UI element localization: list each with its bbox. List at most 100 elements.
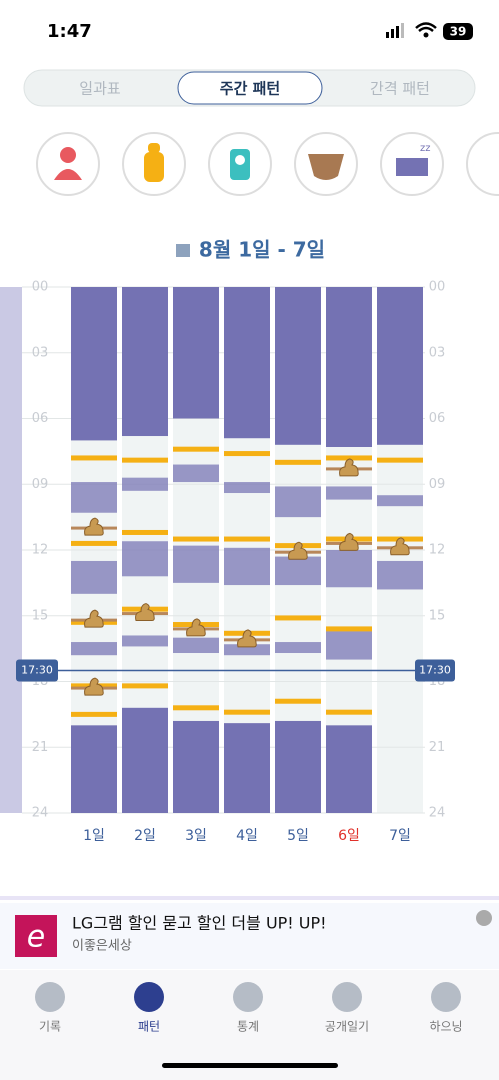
sleep-block	[275, 642, 321, 654]
sleep-block	[377, 495, 423, 507]
diaper-icon	[390, 537, 410, 556]
diaper-icon	[339, 532, 359, 551]
feed-mark	[326, 626, 372, 632]
sleep-block	[224, 287, 270, 439]
nav-label[interactable]: 패턴	[138, 1020, 160, 1034]
y-tick-label: 09	[32, 477, 49, 492]
feed-mark	[326, 709, 372, 715]
sleep-block	[224, 644, 270, 656]
home-indicator	[162, 1063, 338, 1068]
category-icons: zz	[36, 132, 499, 196]
sleep-block	[224, 482, 270, 494]
sleep-block	[326, 486, 372, 500]
y-tick-label: 12	[32, 543, 49, 558]
nav-label[interactable]: 기록	[39, 1020, 61, 1034]
feed-mark	[224, 451, 270, 457]
nav-icon[interactable]	[233, 982, 263, 1012]
sleep-block	[122, 477, 168, 491]
sleep-block	[275, 486, 321, 518]
sleep-block	[275, 720, 321, 813]
feed-mark	[71, 540, 117, 546]
y-tick-label: 09	[429, 477, 446, 492]
sleep-block	[377, 287, 423, 445]
sleep-block	[173, 464, 219, 483]
x-tick-label: 1일	[83, 828, 105, 844]
nav-icon[interactable]	[35, 982, 65, 1012]
feed-mark	[71, 711, 117, 717]
diaper-icon	[339, 458, 359, 477]
sleep-block	[122, 287, 168, 437]
nav-icon[interactable]	[431, 982, 461, 1012]
diaper-icon	[84, 677, 104, 696]
y-tick-label: 15	[32, 608, 49, 623]
svg-text:zz: zz	[420, 143, 431, 154]
ad-title[interactable]: LG그램 할인 묻고 할인 더블 UP! UP!	[72, 914, 327, 933]
y-tick-label: 03	[429, 345, 446, 360]
sleep-block	[71, 642, 117, 656]
sleep-block	[71, 287, 117, 441]
x-tick-label: 6일	[338, 828, 360, 844]
feed-mark	[377, 457, 423, 463]
y-tick-label: 12	[429, 543, 446, 558]
y-tick-label: 21	[429, 740, 446, 755]
sleep-block	[71, 560, 117, 594]
y-tick-label: 00	[32, 280, 49, 295]
sleep-block	[173, 287, 219, 419]
ad-banner[interactable]	[0, 903, 499, 969]
feed-mark	[122, 529, 168, 535]
y-tick-label: 06	[32, 411, 49, 426]
sleep-block	[71, 482, 117, 513]
sleep-block	[173, 720, 219, 813]
nav-label[interactable]: 통계	[237, 1020, 259, 1034]
nav-label[interactable]: 하으닝	[429, 1020, 462, 1034]
y-tick-label: 24	[429, 806, 446, 821]
diaper-icon	[186, 618, 206, 637]
sleep-block	[224, 547, 270, 586]
sleep-block	[122, 635, 168, 647]
feed-mark	[224, 536, 270, 542]
feed-mark	[173, 536, 219, 542]
nav-icon[interactable]	[332, 982, 362, 1012]
nav-label[interactable]: 공개일기	[325, 1020, 369, 1034]
pattern-chart: 0000030306060909121215151818212124241일2일…	[16, 280, 455, 844]
tab[interactable]: 간격 패턴	[370, 80, 430, 98]
x-tick-label: 4일	[236, 828, 258, 844]
sleep-block	[224, 723, 270, 813]
nav-icon[interactable]	[134, 982, 164, 1012]
tab[interactable]: 일과표	[79, 80, 121, 98]
feed-mark	[275, 615, 321, 621]
sleep-block	[377, 560, 423, 590]
feed-mark	[275, 698, 321, 704]
y-tick-label: 06	[429, 411, 446, 426]
feed-mark	[122, 683, 168, 689]
date-range: 8월 1일 - 7일	[199, 238, 325, 262]
current-time-badge	[415, 659, 455, 682]
sleep-block	[173, 545, 219, 583]
diaper-icon	[135, 603, 155, 622]
x-tick-label: 3일	[185, 828, 207, 844]
sleep-block	[275, 287, 321, 445]
feed-mark	[326, 455, 372, 461]
diaper-icon	[288, 541, 308, 560]
diaper-icon	[84, 517, 104, 536]
y-tick-label: 03	[32, 345, 49, 360]
ad-logo-mark: e	[27, 920, 45, 955]
sleep-block	[173, 637, 219, 654]
previous-week-column	[0, 287, 22, 813]
y-tick-label: 21	[32, 740, 49, 755]
x-tick-label: 2일	[134, 828, 156, 844]
sleep-block	[275, 556, 321, 586]
feed-mark	[224, 709, 270, 715]
sleep-block	[326, 725, 372, 813]
ad-info[interactable]	[476, 910, 492, 926]
x-tick-label: 5일	[287, 828, 309, 844]
sleep-block	[326, 631, 372, 660]
sleep-block	[326, 287, 372, 447]
current-time-label: 17:30	[419, 664, 451, 677]
divider	[0, 896, 499, 900]
tab[interactable]: 주간 패턴	[220, 80, 280, 98]
sleep-block	[326, 550, 372, 588]
sleep-block	[71, 725, 117, 813]
